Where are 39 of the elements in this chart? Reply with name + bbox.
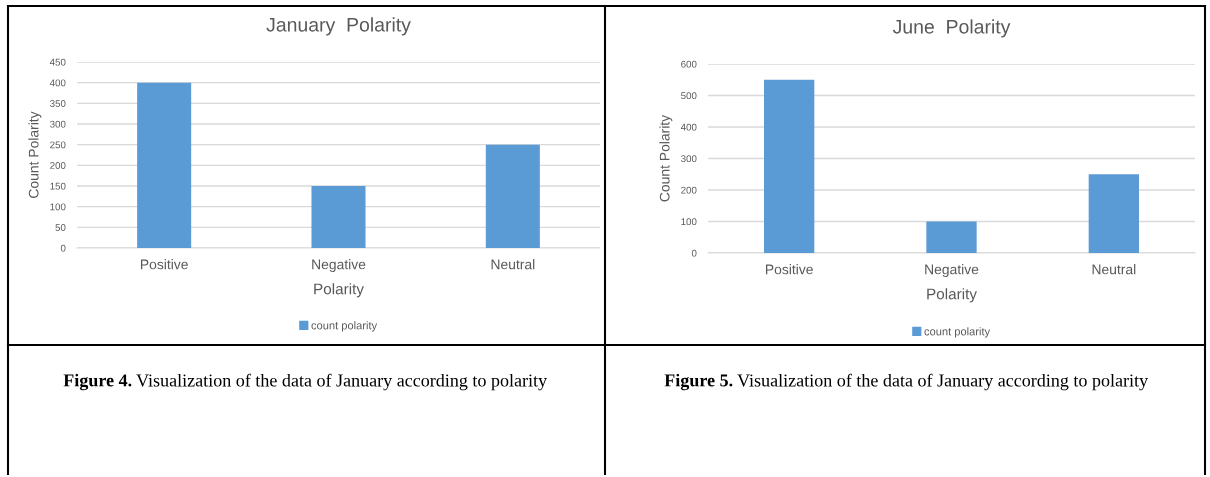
x-axis-title: Polarity (314, 283, 364, 298)
y-tick-label: 500 (681, 92, 697, 100)
x-tick-label: Negative (925, 264, 979, 278)
bar (764, 79, 815, 253)
y-tick-label: 300 (50, 120, 66, 128)
bar (311, 186, 366, 248)
y-tick-label: 50 (55, 224, 66, 231)
x-tick-label: Neutral (1092, 264, 1136, 275)
y-tick-label: 100 (50, 203, 66, 211)
caption: Figure 4. Visualization of the data of January according to polarity (63, 373, 548, 391)
y-tick-label: 0 (691, 249, 697, 257)
x-tick-label: Negative (312, 259, 366, 273)
legend-label: count polarity (311, 321, 378, 332)
chart-title: June Polarity (892, 19, 1011, 38)
y-axis-title: Count Polarity (659, 114, 673, 202)
legend-label: count polarity (924, 327, 991, 338)
y-tick-label: 0 (60, 244, 66, 252)
caption: Figure 5. Visualization of the data of January according to polarity (664, 373, 1149, 391)
y-tick-label: 450 (49, 58, 66, 66)
x-axis-title: Polarity (927, 288, 977, 303)
y-tick-label: 350 (50, 100, 66, 107)
y-tick-label: 100 (681, 218, 697, 226)
y-tick-label: 300 (681, 155, 697, 163)
y-tick-label: 200 (681, 186, 697, 194)
y-tick-label: 600 (681, 60, 697, 68)
bar (1088, 174, 1139, 253)
x-tick-label: Positive (765, 264, 813, 275)
y-tick-label: 200 (50, 162, 66, 169)
y-tick-label: 250 (50, 141, 66, 149)
chart-title: January Polarity (266, 17, 411, 36)
bar (137, 82, 192, 248)
y-tick-label: 150 (50, 182, 66, 190)
bar (926, 221, 977, 253)
y-tick-label: 400 (49, 79, 66, 87)
x-tick-label: Positive (140, 259, 188, 270)
x-tick-label: Neutral (491, 259, 535, 270)
bar (485, 144, 540, 248)
y-axis-title: Count Polarity (28, 111, 42, 198)
y-tick-label: 400 (680, 123, 697, 131)
